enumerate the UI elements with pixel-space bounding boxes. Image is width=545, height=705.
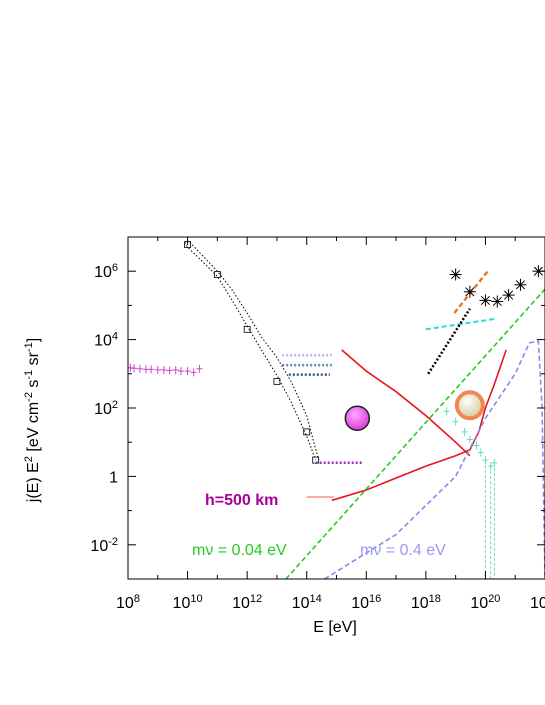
x-axis-label: E [eV] — [313, 619, 357, 636]
y-axis-label: j(E) E2 [eV cm-2 s-1 sr-1] — [23, 338, 42, 503]
y-tick-exp: 2 — [112, 399, 118, 411]
magenta-data-point — [160, 365, 167, 374]
square-point — [312, 456, 320, 464]
x-tick-base: 10 — [292, 595, 310, 612]
star-point — [491, 295, 504, 308]
m1-annotation: mν = 0.04 eV — [192, 542, 287, 559]
star-point — [463, 285, 476, 298]
square-point — [243, 325, 251, 333]
magenta-data-point — [166, 366, 173, 375]
y-tick-exp: -2 — [108, 536, 118, 548]
y-label-exp2: -1 — [23, 370, 35, 380]
y-tick-label: 102 — [94, 399, 118, 418]
y-label-unit1: [eV cm — [25, 402, 42, 456]
x-tick-base: 10 — [116, 595, 134, 612]
magenta-data-point — [142, 365, 149, 374]
x-tick-base: 10 — [530, 595, 545, 612]
magenta-data-point — [177, 367, 184, 376]
cyan-data-point — [466, 435, 473, 444]
cyan-line-line — [425, 318, 495, 331]
cyan-data-point — [491, 458, 498, 579]
x-tick-exp: 20 — [488, 593, 500, 605]
x-tick-label: 1016 — [351, 593, 381, 612]
x-tick-exp: 14 — [309, 593, 321, 605]
y-tick-base: 10 — [94, 264, 112, 281]
y-label-base: j(E) E — [25, 462, 42, 503]
y-tick-label: 104 — [94, 331, 118, 350]
cyan-data-point — [452, 417, 459, 426]
cyan-data-point — [443, 407, 450, 416]
magenta-data-point — [172, 365, 179, 374]
star-point — [479, 294, 492, 307]
magenta-data-point — [148, 365, 155, 374]
y-tick-base: 1 — [109, 469, 118, 486]
magenta-data-point — [136, 364, 143, 373]
y-label-unit2: s — [25, 380, 42, 392]
y-label-exp1: -2 — [23, 392, 35, 402]
magenta-data-point — [196, 364, 203, 373]
m2-annotation: mν = 0.4 eV — [360, 542, 446, 559]
x-tick-label: 1020 — [470, 593, 500, 612]
y-tick-exp: 6 — [112, 262, 118, 274]
x-tick-exp: 16 — [369, 593, 381, 605]
axes: 108101010121014101610181020102210-211021… — [90, 236, 545, 612]
x-tick-label: 1022 — [530, 593, 545, 612]
x-tick-label: 1014 — [292, 593, 322, 612]
cyan-data-point — [482, 456, 489, 579]
magenta-data-point — [184, 367, 191, 376]
tan-ball — [454, 390, 485, 421]
x-tick-label: 1010 — [173, 593, 203, 612]
y-label-exp3: -1 — [23, 342, 35, 352]
cyan-data-point — [477, 448, 484, 457]
x-tick-exp: 10 — [190, 593, 202, 605]
y-tick-base: 10 — [94, 333, 112, 350]
x-tick-base: 10 — [411, 595, 429, 612]
star-point — [502, 289, 515, 302]
black-band-1-line — [184, 242, 317, 461]
x-tick-label: 1018 — [411, 593, 441, 612]
y-tick-label: 1 — [109, 469, 118, 486]
cyan-data-point — [461, 427, 468, 436]
star-point — [449, 268, 462, 281]
x-tick-base: 10 — [173, 595, 191, 612]
square-point — [273, 377, 281, 385]
plot-content — [128, 241, 545, 579]
y-tick-exp: 4 — [112, 331, 118, 343]
x-tick-label: 1012 — [232, 593, 262, 612]
x-tick-exp: 12 — [250, 593, 262, 605]
y-label-sq: 2 — [23, 456, 35, 462]
square-point — [213, 271, 221, 278]
cyan-data-point — [473, 441, 480, 450]
y-tick-label: 10-2 — [90, 536, 118, 555]
y-tick-base: 10 — [94, 401, 112, 418]
magenta-data-point — [190, 368, 197, 377]
x-tick-base: 10 — [470, 595, 488, 612]
cyan-data-point — [487, 462, 494, 579]
red-curve-left-line — [341, 349, 471, 457]
x-tick-base: 10 — [232, 595, 250, 612]
y-tick-base: 10 — [90, 538, 108, 555]
x-tick-base: 10 — [351, 595, 369, 612]
h-annotation: h=500 km — [205, 492, 278, 509]
y-label-unit3: sr — [25, 351, 42, 369]
magenta-data-point — [131, 364, 138, 373]
magenta-ball — [344, 405, 371, 432]
star-point — [514, 278, 527, 291]
x-tick-label: 108 — [116, 593, 140, 612]
x-tick-exp: 18 — [429, 593, 441, 605]
y-tick-label: 106 — [94, 262, 118, 281]
red-curve-line — [331, 349, 507, 502]
black-band-2-line — [189, 241, 320, 461]
y-label-end: ] — [25, 338, 42, 342]
black-dotted-rise-line — [427, 308, 471, 375]
magenta-data-point — [154, 365, 161, 374]
square-point — [303, 428, 311, 436]
x-tick-exp: 8 — [134, 593, 140, 605]
green-dashed-line — [285, 288, 545, 579]
